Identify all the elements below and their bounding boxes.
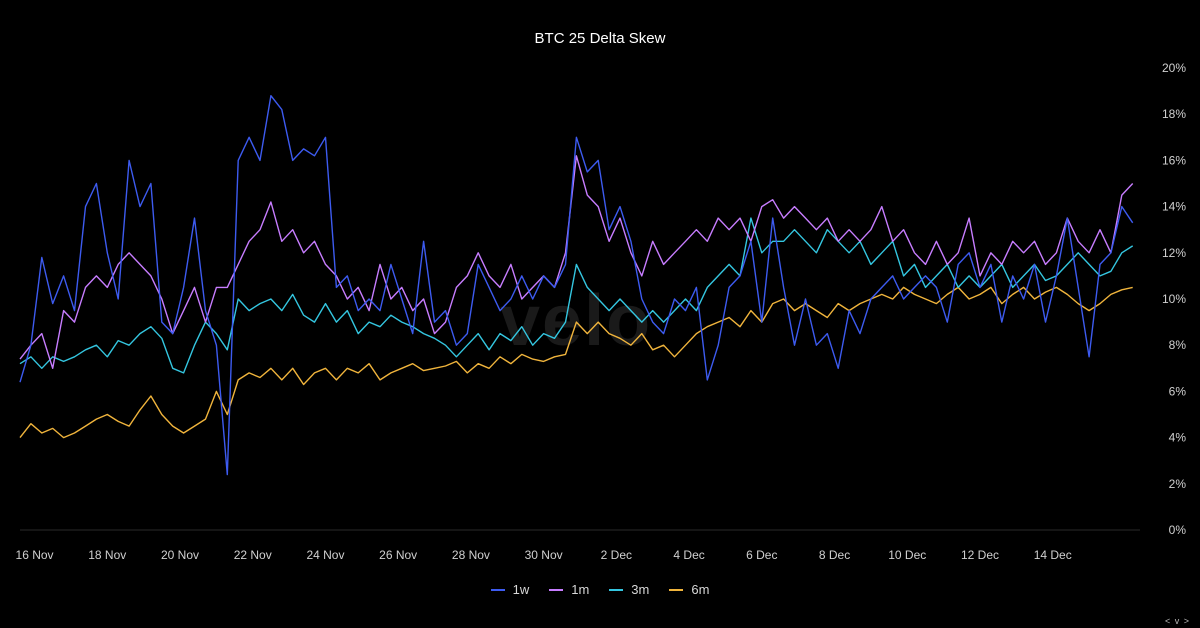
- x-tick-label: 10 Dec: [888, 548, 926, 562]
- series-line-1w: [19, 94, 1134, 476]
- legend-swatch: [549, 588, 564, 591]
- x-tick-label: 14 Dec: [1034, 548, 1072, 562]
- x-tick-label: 2 Dec: [601, 548, 632, 562]
- legend-swatch: [669, 588, 684, 591]
- nav-arrows[interactable]: < v >: [1164, 616, 1190, 626]
- x-tick-label: 20 Nov: [161, 548, 199, 562]
- legend-swatch: [609, 588, 624, 591]
- legend-item-1w[interactable]: 1w: [490, 582, 530, 597]
- y-tick-label: 10%: [1162, 292, 1186, 306]
- x-tick-label: 22 Nov: [234, 548, 272, 562]
- x-tick-label: 26 Nov: [379, 548, 417, 562]
- chart-title: BTC 25 Delta Skew: [534, 30, 666, 47]
- y-tick-label: 2%: [1169, 477, 1187, 491]
- y-tick-label: 16%: [1162, 153, 1186, 167]
- y-tick-label: 18%: [1162, 107, 1186, 121]
- x-tick-label: 30 Nov: [525, 548, 563, 562]
- x-tick-label: 16 Nov: [16, 548, 54, 562]
- legend-item-3m[interactable]: 3m: [609, 582, 649, 597]
- x-tick-label: 24 Nov: [306, 548, 344, 562]
- y-tick-label: 4%: [1169, 431, 1187, 445]
- x-tick-label: 28 Nov: [452, 548, 490, 562]
- chart-legend: 1w 1m 3m 6m: [0, 582, 1200, 597]
- y-tick-label: 6%: [1169, 384, 1187, 398]
- x-tick-label: 12 Dec: [961, 548, 999, 562]
- legend-label: 3m: [631, 582, 650, 597]
- x-tick-label: 4 Dec: [673, 548, 704, 562]
- legend-item-1m[interactable]: 1m: [549, 582, 589, 597]
- y-tick-label: 12%: [1162, 246, 1186, 260]
- legend-swatch: [490, 588, 505, 591]
- watermark-logo: velo: [500, 281, 653, 361]
- y-tick-label: 20%: [1162, 61, 1186, 75]
- y-tick-label: 14%: [1162, 200, 1186, 214]
- series-line-1m: [19, 155, 1134, 369]
- legend-label: 6m: [691, 582, 710, 597]
- legend-item-6m[interactable]: 6m: [669, 582, 709, 597]
- legend-label: 1w: [512, 582, 530, 597]
- x-tick-label: 8 Dec: [819, 548, 850, 562]
- x-tick-label: 18 Nov: [88, 548, 126, 562]
- y-tick-label: 8%: [1169, 338, 1187, 352]
- y-tick-label: 0%: [1169, 523, 1187, 537]
- x-tick-label: 6 Dec: [746, 548, 777, 562]
- legend-label: 1m: [571, 582, 590, 597]
- series-line-6m: [19, 286, 1133, 439]
